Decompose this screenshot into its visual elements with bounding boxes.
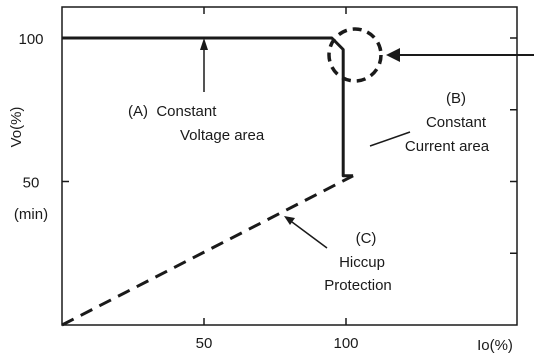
annotation-b-line-1: (B) [446, 90, 466, 107]
plot-frame [61, 6, 518, 326]
knee-pointer-arrow [386, 48, 534, 62]
knee-highlight-circle [327, 27, 383, 83]
annotation-c-pointer [291, 221, 328, 249]
series-dashed-line [61, 174, 354, 327]
x-tick-label-0: 50 [196, 335, 213, 352]
x-axis-label: Io(%) [477, 337, 513, 354]
annotation-a-line-2: Voltage area [180, 127, 265, 144]
y-tick-label-1: 50 [23, 175, 40, 192]
annotation-c-line-1: (C) [356, 230, 377, 247]
annotation-b-pointer [369, 131, 411, 147]
annotation-b-line-2: Constant [426, 114, 487, 131]
annotation-c-arrowhead [284, 216, 295, 225]
y-min-label: (min) [14, 206, 48, 223]
y-tick-label-0: 100 [18, 31, 43, 48]
series-solid-line [62, 36, 354, 178]
annotation-c-line-3: Protection [324, 277, 392, 294]
annotation-b-line-3: Current area [405, 138, 490, 155]
y-axis-label: Vo(%) [8, 107, 25, 148]
annotation-b: (B) Constant Current area [369, 90, 490, 155]
annotation-a-arrowhead [200, 38, 208, 50]
annotation-c-line-2: Hiccup [339, 254, 385, 271]
annotation-c: (C) Hiccup Protection [284, 216, 392, 294]
x-tick-label-1: 100 [333, 335, 358, 352]
annotation-a-line-1: (A) Constant [128, 103, 217, 120]
annotation-a: (A) Constant Voltage area [128, 38, 265, 144]
